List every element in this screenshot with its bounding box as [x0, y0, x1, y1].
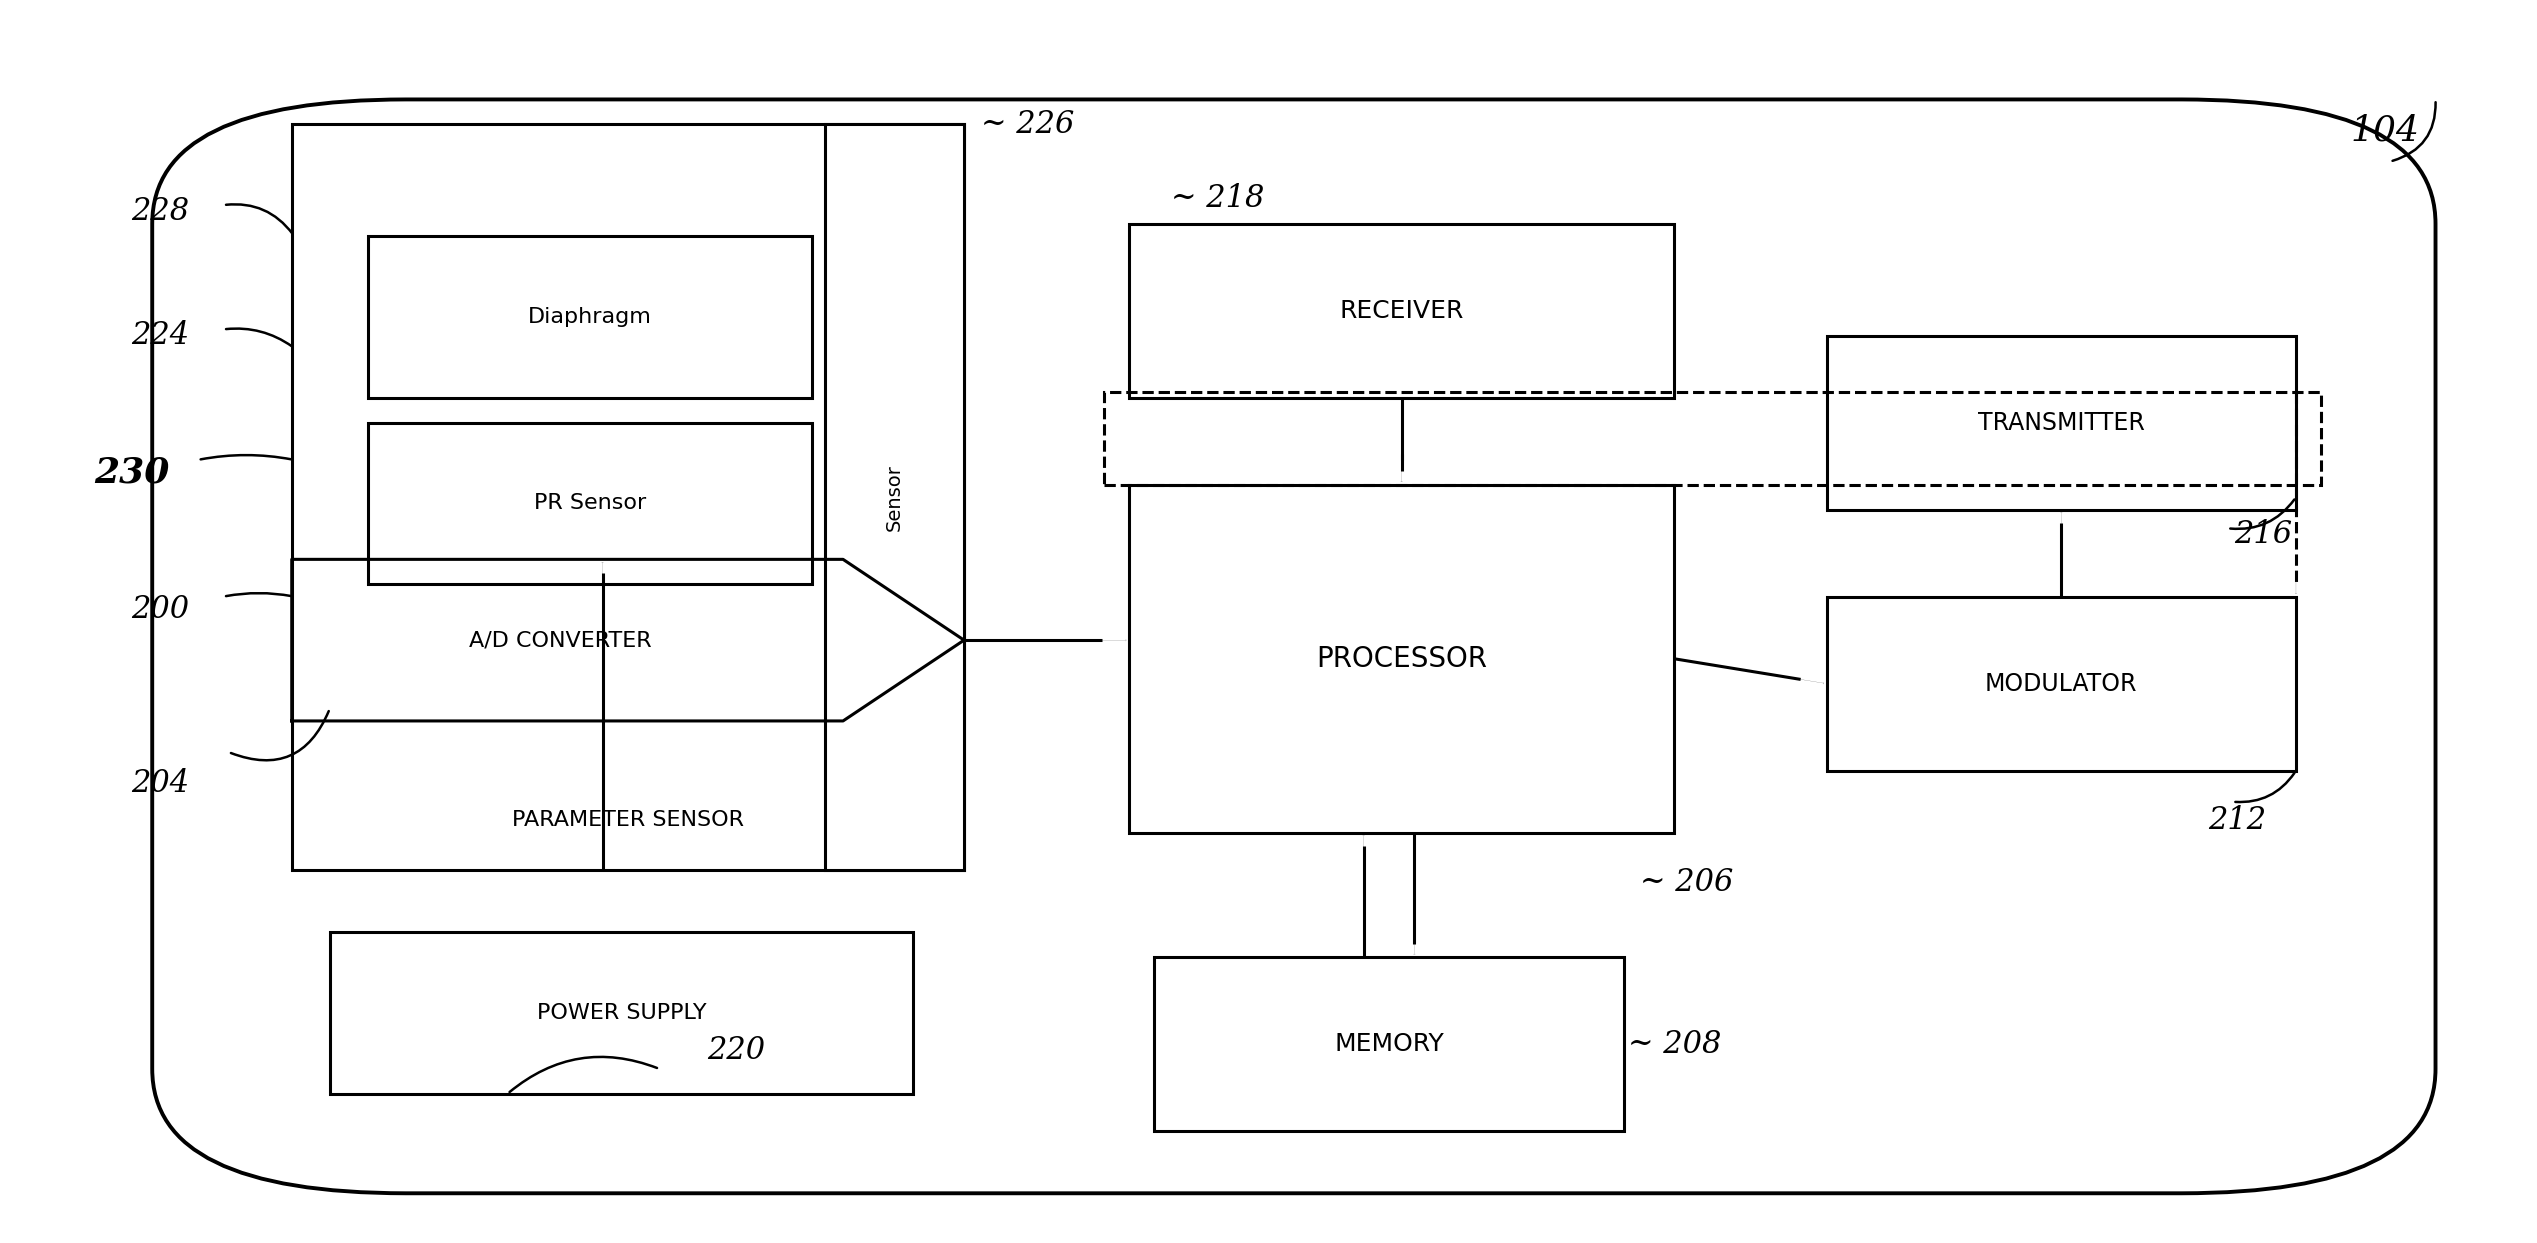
Text: A/D CONVERTER: A/D CONVERTER	[469, 630, 652, 650]
Text: 104: 104	[2349, 113, 2420, 148]
FancyBboxPatch shape	[1827, 336, 2296, 510]
Text: 230: 230	[94, 455, 170, 490]
FancyBboxPatch shape	[152, 99, 2436, 1193]
Text: 228: 228	[132, 196, 188, 226]
Text: Sensor: Sensor	[885, 464, 903, 531]
FancyBboxPatch shape	[1827, 597, 2296, 771]
FancyBboxPatch shape	[825, 124, 964, 870]
FancyBboxPatch shape	[330, 932, 913, 1094]
Text: 200: 200	[132, 594, 188, 624]
Text: TRANSMITTER: TRANSMITTER	[1979, 410, 2144, 435]
Text: ~ 218: ~ 218	[1172, 184, 1263, 214]
FancyBboxPatch shape	[1129, 224, 1674, 398]
Text: 224: 224	[132, 321, 188, 351]
Text: PARAMETER SENSOR: PARAMETER SENSOR	[512, 810, 743, 830]
Text: POWER SUPPLY: POWER SUPPLY	[538, 1003, 705, 1023]
Text: PROCESSOR: PROCESSOR	[1317, 645, 1487, 672]
FancyBboxPatch shape	[368, 236, 812, 398]
Text: ~ 226: ~ 226	[982, 109, 1073, 139]
Text: MEMORY: MEMORY	[1334, 1032, 1444, 1057]
FancyBboxPatch shape	[292, 124, 964, 870]
Text: MODULATOR: MODULATOR	[1984, 671, 2139, 696]
Text: RECEIVER: RECEIVER	[1340, 298, 1464, 323]
Text: ~ 208: ~ 208	[1629, 1029, 1720, 1059]
Text: ~ 206: ~ 206	[1641, 868, 1733, 897]
FancyBboxPatch shape	[368, 423, 812, 584]
FancyBboxPatch shape	[1129, 485, 1674, 833]
FancyBboxPatch shape	[1154, 957, 1624, 1131]
Text: PR Sensor: PR Sensor	[533, 493, 647, 513]
Text: 220: 220	[708, 1035, 764, 1065]
Text: Diaphragm: Diaphragm	[528, 307, 652, 327]
Text: 212: 212	[2210, 805, 2266, 835]
Text: 216: 216	[2235, 520, 2291, 549]
Text: 204: 204	[132, 768, 188, 798]
